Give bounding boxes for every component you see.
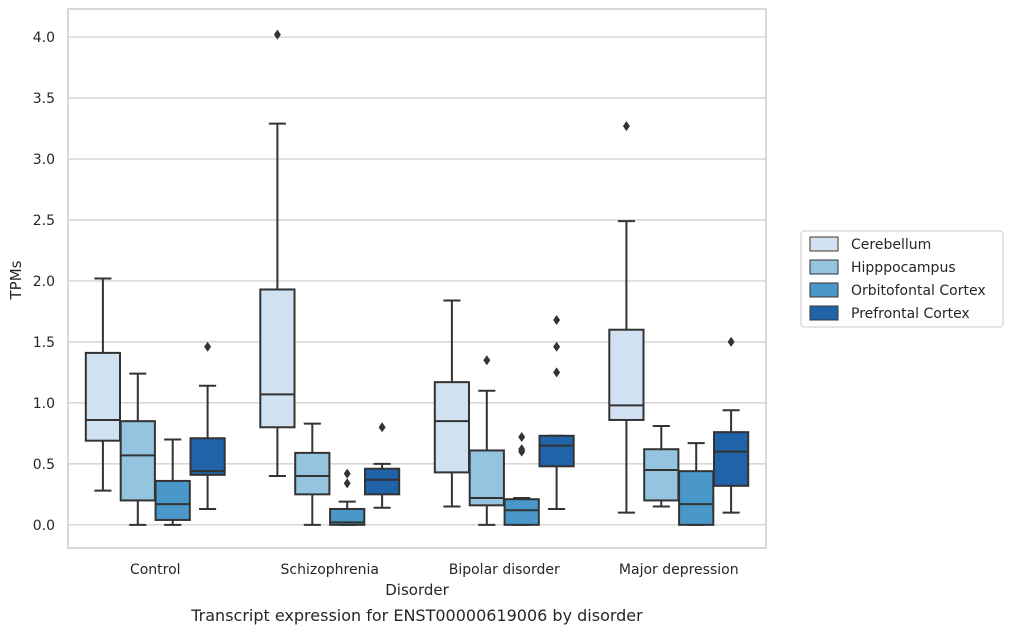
outlier-point [553, 314, 561, 325]
box-body [329, 507, 366, 526]
outlier-point [553, 367, 561, 378]
box-body [154, 479, 191, 521]
outlier-point [378, 422, 386, 433]
outlier-point [518, 444, 526, 455]
box-1-2 [468, 355, 505, 526]
box-body [433, 381, 471, 474]
box-3-1 [363, 422, 401, 509]
legend-swatch [809, 236, 839, 252]
y-tick-label: 3.5 [33, 91, 55, 107]
box-body [294, 451, 331, 496]
legend-label: Hipppocampus [851, 260, 956, 276]
y-tick-label: 4.0 [33, 30, 55, 46]
box-2-1 [329, 468, 366, 526]
legend: Cerebellum Hipppocampus Orbitofontal Corte… [800, 230, 1004, 328]
box-3-3 [712, 336, 750, 514]
outlier-point [518, 432, 526, 443]
box-0-0 [84, 277, 122, 492]
legend-label: Cerebellum [851, 237, 931, 253]
y-axis-label: TPMs [7, 260, 25, 300]
outlier-point [727, 336, 735, 347]
legend-swatch [809, 305, 839, 321]
box-2-2 [503, 432, 540, 526]
y-tick-label: 0.0 [33, 518, 55, 534]
box-body [468, 449, 505, 507]
outlier-point [273, 29, 281, 40]
x-tick-label: Bipolar disorder [449, 562, 560, 578]
box-body [678, 470, 715, 526]
box-body [259, 288, 296, 429]
box-1-3 [643, 425, 680, 508]
y-tick-label: 1.0 [33, 396, 55, 412]
box-body [119, 420, 156, 502]
legend-frame [800, 230, 1004, 328]
box-1-0 [119, 372, 156, 526]
box-3-0 [189, 341, 226, 510]
box-body [608, 328, 645, 421]
x-axis-ticks: Control Schizophrenia Bipolar disorder Majo… [130, 562, 739, 578]
legend-swatch [809, 259, 839, 275]
box-0-1 [259, 29, 296, 478]
box-1-1 [294, 422, 331, 526]
legend-label: Orbitofontal Cortex [851, 283, 986, 299]
box-2-0 [154, 438, 191, 526]
y-tick-label: 2.5 [33, 213, 55, 229]
gridlines [68, 36, 766, 526]
y-tick-label: 0.5 [33, 457, 55, 473]
outlier-point [483, 355, 491, 366]
y-tick-label: 1.5 [33, 335, 55, 351]
x-axis-label: Disorder [385, 581, 449, 599]
box-body [538, 434, 575, 468]
box-body [712, 431, 750, 487]
x-tick-label: Major depression [619, 562, 739, 578]
outlier-point [553, 341, 561, 352]
legend-swatch [809, 282, 839, 298]
y-tick-label: 2.0 [33, 274, 55, 290]
box-0-3 [608, 121, 645, 514]
box-body [189, 437, 226, 476]
box-2-3 [678, 442, 715, 526]
x-tick-label: Control [130, 562, 181, 578]
legend-label: Prefrontal Cortex [851, 306, 970, 322]
box-body [643, 448, 680, 502]
x-tick-label: Schizophrenia [281, 562, 379, 578]
outlier-point [343, 478, 351, 489]
y-tick-label: 3.0 [33, 152, 55, 168]
plot-frame [67, 8, 767, 549]
box-3-2 [538, 314, 575, 510]
box-body [503, 498, 540, 526]
box-body [363, 467, 401, 496]
boxes [84, 29, 750, 526]
figure-caption: Transcript expression for ENST0000061900… [191, 606, 643, 625]
y-axis-ticks: 0.0 0.5 1.0 1.5 2.0 2.5 3.0 3.5 4.0 [33, 30, 55, 534]
outlier-point [204, 341, 212, 352]
outlier-point [622, 121, 630, 132]
box-0-2 [433, 299, 471, 508]
box-body [84, 351, 122, 442]
outlier-point [343, 468, 351, 479]
